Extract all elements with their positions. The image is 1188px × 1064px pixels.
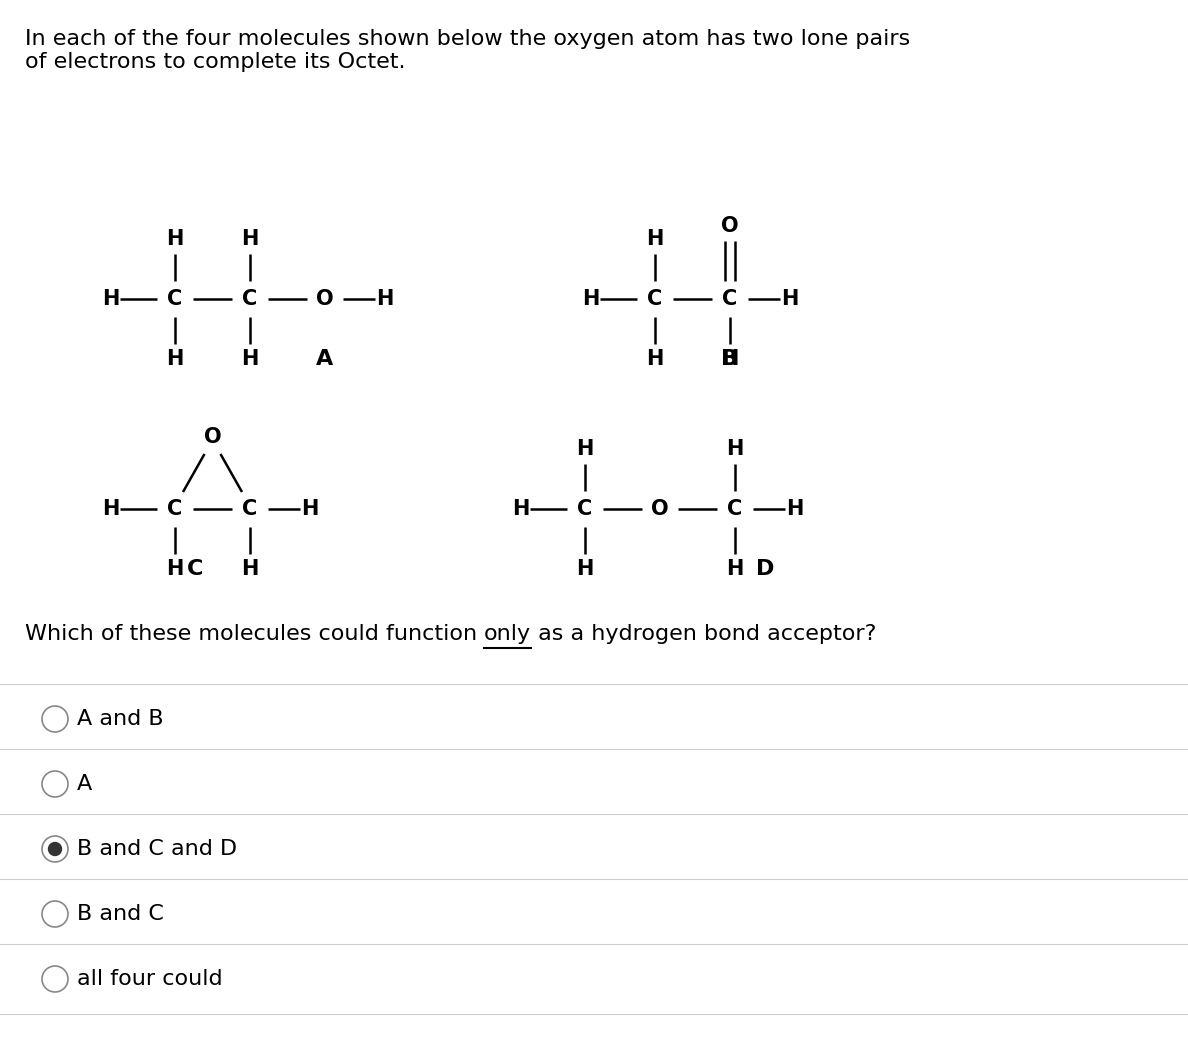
Text: B and C: B and C bbox=[77, 904, 164, 924]
Text: C: C bbox=[187, 559, 203, 579]
Text: C: C bbox=[727, 499, 742, 519]
Text: H: H bbox=[582, 289, 600, 309]
Text: as a hydrogen bond acceptor?: as a hydrogen bond acceptor? bbox=[531, 624, 877, 644]
Text: H: H bbox=[576, 439, 594, 459]
Text: H: H bbox=[302, 499, 318, 519]
Text: O: O bbox=[203, 427, 221, 447]
Text: H: H bbox=[166, 349, 184, 369]
Text: H: H bbox=[166, 559, 184, 579]
Text: O: O bbox=[651, 499, 669, 519]
Text: H: H bbox=[782, 289, 798, 309]
Text: C: C bbox=[242, 499, 258, 519]
Text: In each of the four molecules shown below the oxygen atom has two lone pairs
of : In each of the four molecules shown belo… bbox=[25, 29, 910, 72]
Text: H: H bbox=[377, 289, 393, 309]
Text: B and C and D: B and C and D bbox=[77, 839, 238, 859]
Text: H: H bbox=[512, 499, 530, 519]
Text: Which of these molecules could function: Which of these molecules could function bbox=[25, 624, 485, 644]
Text: H: H bbox=[726, 439, 744, 459]
Text: A and B: A and B bbox=[77, 709, 164, 729]
Text: D: D bbox=[756, 559, 775, 579]
Text: B: B bbox=[721, 349, 739, 369]
Text: C: C bbox=[242, 289, 258, 309]
Text: all four could: all four could bbox=[77, 969, 222, 990]
Text: C: C bbox=[577, 499, 593, 519]
Text: C: C bbox=[168, 499, 183, 519]
Circle shape bbox=[49, 843, 62, 855]
Text: C: C bbox=[722, 289, 738, 309]
Text: H: H bbox=[646, 229, 664, 249]
Text: O: O bbox=[316, 289, 334, 309]
Text: H: H bbox=[721, 349, 739, 369]
Text: A: A bbox=[316, 349, 334, 369]
Text: H: H bbox=[241, 559, 259, 579]
Text: H: H bbox=[102, 499, 120, 519]
Text: H: H bbox=[786, 499, 804, 519]
Text: C: C bbox=[647, 289, 663, 309]
Text: C: C bbox=[168, 289, 183, 309]
Text: H: H bbox=[102, 289, 120, 309]
Text: H: H bbox=[166, 229, 184, 249]
Text: only: only bbox=[485, 624, 531, 644]
Text: H: H bbox=[646, 349, 664, 369]
Text: O: O bbox=[721, 216, 739, 236]
Text: H: H bbox=[726, 559, 744, 579]
Text: A: A bbox=[77, 774, 93, 794]
Text: H: H bbox=[241, 229, 259, 249]
Text: H: H bbox=[576, 559, 594, 579]
Text: H: H bbox=[241, 349, 259, 369]
